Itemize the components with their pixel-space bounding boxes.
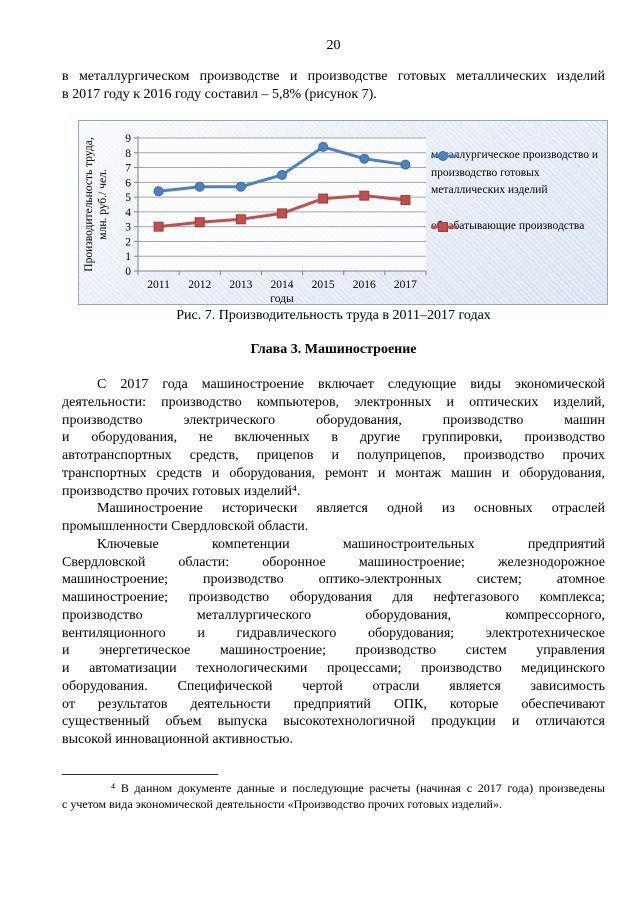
text-line: в 2017 году к 2016 году составил – 5,8% … bbox=[62, 86, 377, 102]
svg-text:2015: 2015 bbox=[312, 279, 335, 291]
figure-caption: Рис. 7. Производительность труда в 2011–… bbox=[176, 308, 491, 323]
legend-line-circle-icon bbox=[431, 151, 457, 161]
text-line: и энергетическое машиностроение; произво… bbox=[62, 643, 605, 659]
text-line: высокой инновационной активностью. bbox=[62, 732, 293, 747]
intro-paragraph: в металлургическом производстве и произв… bbox=[62, 68, 605, 104]
svg-text:4: 4 bbox=[125, 207, 131, 219]
footnote-separator bbox=[62, 774, 218, 775]
text-line: производство прочих готовых изделий⁴. bbox=[62, 483, 301, 499]
text-line: с учетом вида экономической деятельности… bbox=[62, 796, 502, 811]
legend-label: обрабатывающие производства bbox=[431, 220, 585, 232]
svg-text:2016: 2016 bbox=[353, 279, 376, 291]
text-line: Свердловской области: оборонное машиност… bbox=[62, 554, 605, 570]
paragraph: С 2017 года машиностроение включает след… bbox=[62, 376, 605, 500]
legend-item: металлургическое производство и производ… bbox=[431, 147, 609, 200]
paragraph: Машиностроение исторически является одно… bbox=[62, 500, 605, 536]
body-text: С 2017 года машиностроение включает след… bbox=[62, 376, 605, 749]
text-line: С 2017 года машиностроение включает след… bbox=[97, 377, 605, 392]
legend-item: обрабатывающие производства bbox=[431, 218, 584, 236]
page-number: 20 bbox=[326, 38, 341, 53]
svg-text:3: 3 bbox=[125, 222, 131, 234]
text-line: ⁴ В данном документе данные и последующи… bbox=[111, 781, 605, 795]
text-line: автотранспортных средств, прицепов и пол… bbox=[62, 448, 605, 463]
svg-text:2014: 2014 bbox=[271, 279, 294, 291]
svg-text:годы: годы bbox=[270, 293, 294, 304]
text-line: от результатов деятельности предприятий … bbox=[62, 696, 605, 712]
text-line: и оборудования, не включенных в другие г… bbox=[62, 430, 605, 446]
svg-text:млн. руб./ чел.: млн. руб./ чел. bbox=[97, 169, 109, 240]
text-line: вентиляционного и гидравлического оборуд… bbox=[62, 625, 605, 641]
text-line: Ключевые компетенции машиностроительных … bbox=[97, 536, 605, 552]
text-line: оборудования. Специфической чертой отрас… bbox=[62, 678, 605, 694]
text-line: машиностроение; производство оптико-элек… bbox=[62, 572, 605, 588]
figure-7-chart: 0 1 2 3 4 5 6 7 8 9 2011 2012 2013 2014 2015 2016 2017 Пр… bbox=[78, 120, 608, 305]
text-line: машиностроение; производство оборудовани… bbox=[62, 590, 605, 605]
svg-text:2013: 2013 bbox=[229, 279, 252, 291]
svg-text:8: 8 bbox=[125, 148, 131, 160]
text-line: Машиностроение исторически является одно… bbox=[97, 501, 605, 517]
legend-label: металлургическое производство и производ… bbox=[431, 149, 598, 196]
svg-text:2011: 2011 bbox=[147, 279, 170, 291]
svg-text:Производительность труда,: Производительность труда, bbox=[83, 137, 95, 272]
text-line: деятельности: производство компьютеров, … bbox=[62, 394, 605, 410]
text-line: транспортных средств и оборудования, рем… bbox=[62, 465, 605, 481]
svg-text:9: 9 bbox=[125, 133, 131, 145]
svg-text:6: 6 bbox=[125, 177, 131, 189]
text-line: и автоматизации технологическими процесс… bbox=[62, 661, 605, 676]
text-line: существенный объем выпуска высокотехноло… bbox=[62, 714, 605, 730]
paragraph: Ключевые компетенции машиностроительных … bbox=[62, 536, 605, 749]
svg-text:7: 7 bbox=[125, 163, 131, 175]
text-line: в металлургическом производстве и произв… bbox=[62, 69, 605, 84]
svg-text:5: 5 bbox=[125, 192, 131, 204]
svg-text:2012: 2012 bbox=[188, 279, 211, 291]
svg-text:2017: 2017 bbox=[394, 279, 417, 291]
footnote: ⁴ В данном документе данные и последующи… bbox=[62, 781, 605, 813]
legend-line-square-icon bbox=[431, 222, 457, 232]
svg-text:0: 0 bbox=[125, 266, 131, 278]
chapter-heading: Глава 3. Машиностроение bbox=[250, 342, 417, 357]
svg-text:1: 1 bbox=[125, 251, 131, 263]
svg-text:2: 2 bbox=[125, 236, 131, 248]
text-line: промышленности Свердловской области. bbox=[62, 519, 309, 534]
text-line: производство электрического оборудования… bbox=[62, 412, 605, 428]
text-line: производство металлургического оборудова… bbox=[62, 607, 605, 623]
